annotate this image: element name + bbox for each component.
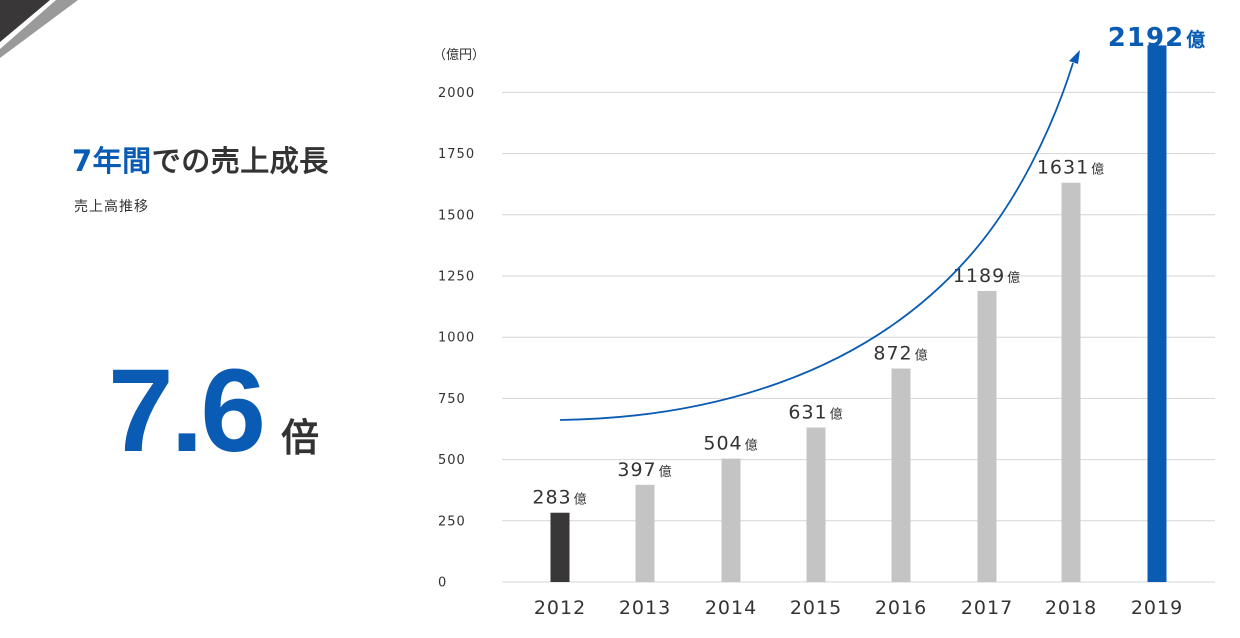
- bar: [1147, 45, 1167, 583]
- data-label: 504 億: [703, 433, 758, 455]
- x-tick-label: 2016: [875, 597, 927, 619]
- page-title: 7年間での売上成長: [72, 138, 329, 180]
- x-tick-label: 2015: [790, 597, 842, 619]
- x-tick-label: 2019: [1131, 597, 1183, 619]
- data-label: 1631 億: [1037, 157, 1105, 179]
- y-tick-label: 1000: [438, 331, 475, 346]
- title-accent: 7年間: [72, 144, 152, 178]
- data-label: 1189 億: [953, 265, 1021, 287]
- bar: [891, 368, 911, 582]
- data-label: 2192 億: [1108, 23, 1206, 53]
- corner-decoration: [0, 0, 78, 58]
- bar: [977, 290, 997, 582]
- trend-arrow-line: [559, 62, 1074, 421]
- bar: [1061, 182, 1081, 582]
- y-tick-label: 250: [438, 514, 466, 529]
- x-tick-label: 2014: [705, 597, 757, 619]
- title-rest: での売上成長: [151, 144, 329, 178]
- trend-arrow-head: [1069, 50, 1080, 64]
- y-tick-label: 1250: [438, 270, 475, 285]
- y-tick-label: 2000: [438, 86, 475, 101]
- bar: [635, 484, 655, 582]
- data-label: 397 億: [617, 459, 672, 481]
- page-subtitle: 売上高推移: [74, 199, 149, 215]
- bar: [806, 427, 826, 582]
- data-label: 872 億: [873, 343, 928, 365]
- data-label: 283 億: [532, 487, 587, 509]
- bar: [721, 458, 741, 582]
- data-label: 631 億: [788, 402, 843, 424]
- y-tick-label: 500: [438, 453, 466, 468]
- y-tick-label: 1500: [438, 208, 475, 223]
- multiplier-value: 7.6: [108, 345, 266, 477]
- growth-multiplier: 7.6 倍: [108, 352, 319, 470]
- y-axis-unit-label: （億円）: [433, 47, 485, 63]
- x-tick-label: 2012: [534, 597, 586, 619]
- x-tick-label: 2013: [619, 597, 671, 619]
- x-tick-label: 2018: [1045, 597, 1097, 619]
- y-tick-label: 750: [438, 392, 466, 407]
- bar: [550, 512, 570, 582]
- y-tick-label: 1750: [438, 147, 475, 162]
- multiplier-unit: 倍: [281, 416, 320, 460]
- x-tick-label: 2017: [961, 597, 1013, 619]
- y-tick-label: 0: [438, 576, 447, 591]
